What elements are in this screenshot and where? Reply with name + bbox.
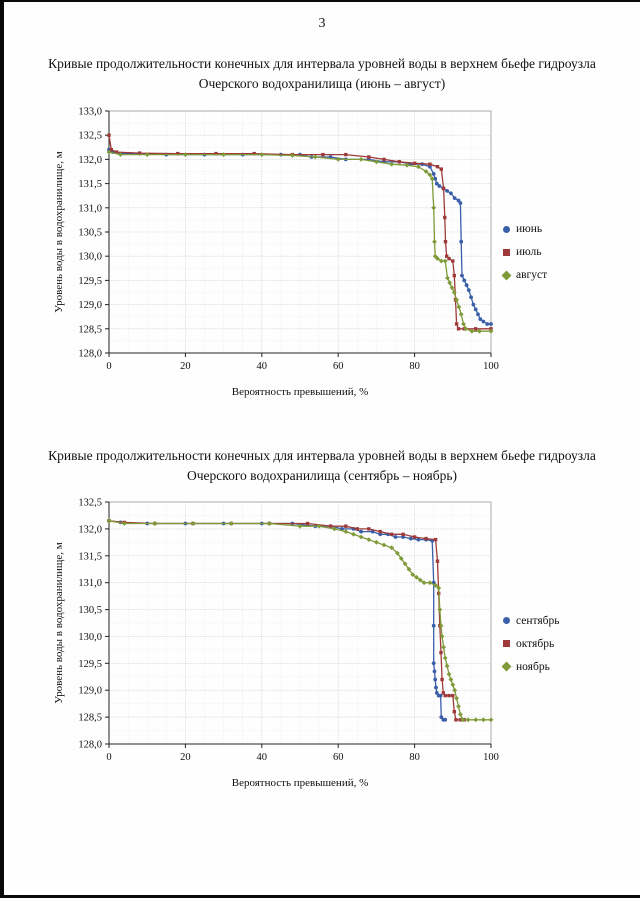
svg-text:Вероятность превышений, %: Вероятность превышений, % — [232, 386, 369, 398]
svg-text:0: 0 — [106, 752, 111, 763]
page-number: 3 — [318, 16, 326, 31]
svg-text:20: 20 — [180, 752, 191, 763]
svg-text:129,0: 129,0 — [78, 686, 102, 697]
svg-text:128,0: 128,0 — [78, 348, 102, 359]
svg-text:129,5: 129,5 — [78, 659, 102, 670]
duration-curves-chart-june-august: 128,0 128,5 129,0 129,5 130,0 130,5 131,0 131,5… — [49, 99, 501, 406]
svg-text:132,0: 132,0 — [78, 154, 102, 165]
legend-label: сентябрь — [516, 614, 560, 627]
chart-legend: июнь июль август — [501, 223, 595, 281]
legend-label: август — [516, 269, 548, 281]
legend-marker-june-icon — [503, 225, 510, 233]
legend-label: октябрь — [516, 637, 555, 650]
svg-text:132,0: 132,0 — [78, 524, 102, 535]
svg-text:60: 60 — [333, 752, 344, 763]
legend-marker-august-icon — [501, 270, 512, 280]
legend-marker-july-icon — [503, 248, 510, 256]
legend-item: ноябрь — [501, 660, 595, 673]
chart-legend: сентябрь октябрь ноябрь — [501, 615, 595, 673]
svg-text:20: 20 — [180, 361, 191, 372]
chart-row: 128,0 128,5 129,0 129,5 130,0 130,5 131,0 131,5… — [4, 490, 640, 797]
legend-item: сентябрь — [503, 615, 595, 627]
chart-block-june-august: Кривые продолжительности конечных для ин… — [4, 54, 640, 406]
legend-item: июнь — [503, 223, 595, 235]
svg-text:131,0: 131,0 — [78, 203, 102, 214]
svg-text:80: 80 — [409, 361, 420, 372]
svg-text:130,5: 130,5 — [78, 227, 102, 238]
chart-row: 128,0 128,5 129,0 129,5 130,0 130,5 131,0 131,5… — [4, 99, 640, 406]
legend-label: июль — [516, 246, 542, 258]
legend-label: ноябрь — [516, 660, 550, 673]
svg-text:131,0: 131,0 — [78, 578, 102, 589]
legend-marker-october-icon — [503, 640, 510, 647]
svg-text:128,5: 128,5 — [78, 713, 102, 724]
svg-text:100: 100 — [483, 752, 499, 763]
svg-text:129,0: 129,0 — [78, 300, 102, 311]
svg-text:132,5: 132,5 — [78, 498, 102, 509]
svg-text:Уровень воды в водохранилище,: Уровень воды в водохранилище, м — [53, 151, 65, 312]
svg-text:132,5: 132,5 — [78, 130, 102, 141]
legend-item: июль — [503, 246, 595, 258]
svg-text:130,0: 130,0 — [78, 632, 102, 643]
svg-text:128,0: 128,0 — [78, 740, 102, 751]
legend-item: октябрь — [503, 638, 595, 650]
svg-text:60: 60 — [333, 361, 344, 372]
svg-text:80: 80 — [409, 752, 420, 763]
svg-text:Уровень воды в водохранилище,: Уровень воды в водохранилище, м — [53, 542, 65, 703]
svg-text:130,5: 130,5 — [78, 605, 102, 616]
svg-text:40: 40 — [257, 752, 268, 763]
chart-title: Кривые продолжительности конечных для ин… — [48, 56, 596, 92]
svg-text:133,0: 133,0 — [78, 106, 102, 117]
svg-text:131,5: 131,5 — [78, 179, 102, 190]
svg-text:129,5: 129,5 — [78, 275, 102, 286]
svg-text:0: 0 — [106, 361, 111, 372]
legend-marker-september-icon — [503, 617, 510, 624]
duration-curves-chart-september-november: 128,0 128,5 129,0 129,5 130,0 130,5 131,0 131,5… — [49, 490, 501, 797]
svg-text:Вероятность превышений, %: Вероятность превышений, % — [232, 777, 369, 789]
svg-text:100: 100 — [483, 361, 499, 372]
svg-text:130,0: 130,0 — [78, 251, 102, 262]
chart-title: Кривые продолжительности конечных для ин… — [48, 447, 596, 483]
svg-text:131,5: 131,5 — [78, 551, 102, 562]
svg-text:128,5: 128,5 — [78, 324, 102, 335]
svg-text:40: 40 — [257, 361, 268, 372]
legend-label: июнь — [516, 223, 543, 235]
legend-marker-november-icon — [501, 661, 512, 672]
chart-block-september-november: Кривые продолжительности конечных для ин… — [4, 446, 640, 798]
legend-item: август — [501, 269, 595, 281]
